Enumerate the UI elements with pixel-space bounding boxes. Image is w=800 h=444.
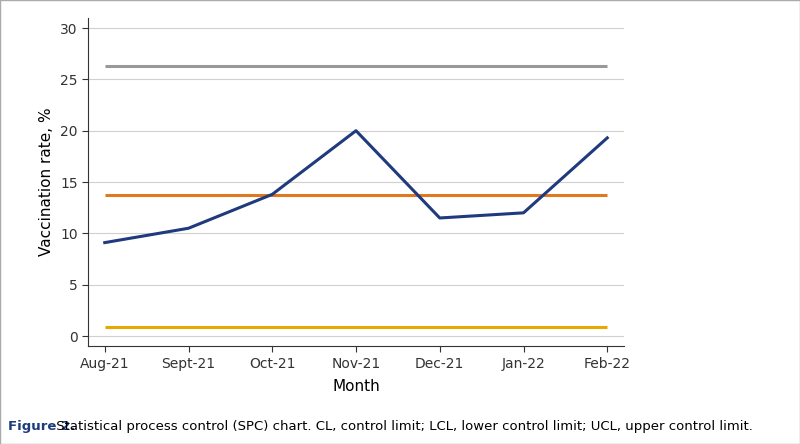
- Y-axis label: Vaccination rate, %: Vaccination rate, %: [39, 108, 54, 256]
- X-axis label: Month: Month: [332, 379, 380, 394]
- Text: Mean (CL): Mean (CL): [0, 443, 1, 444]
- Text: LCL: LCL: [0, 443, 1, 444]
- Text: Figure 2.: Figure 2.: [8, 420, 75, 433]
- Text: Statistical process control (SPC) chart. CL, control limit; LCL, lower control l: Statistical process control (SPC) chart.…: [52, 420, 753, 433]
- Text: UCL: UCL: [0, 443, 1, 444]
